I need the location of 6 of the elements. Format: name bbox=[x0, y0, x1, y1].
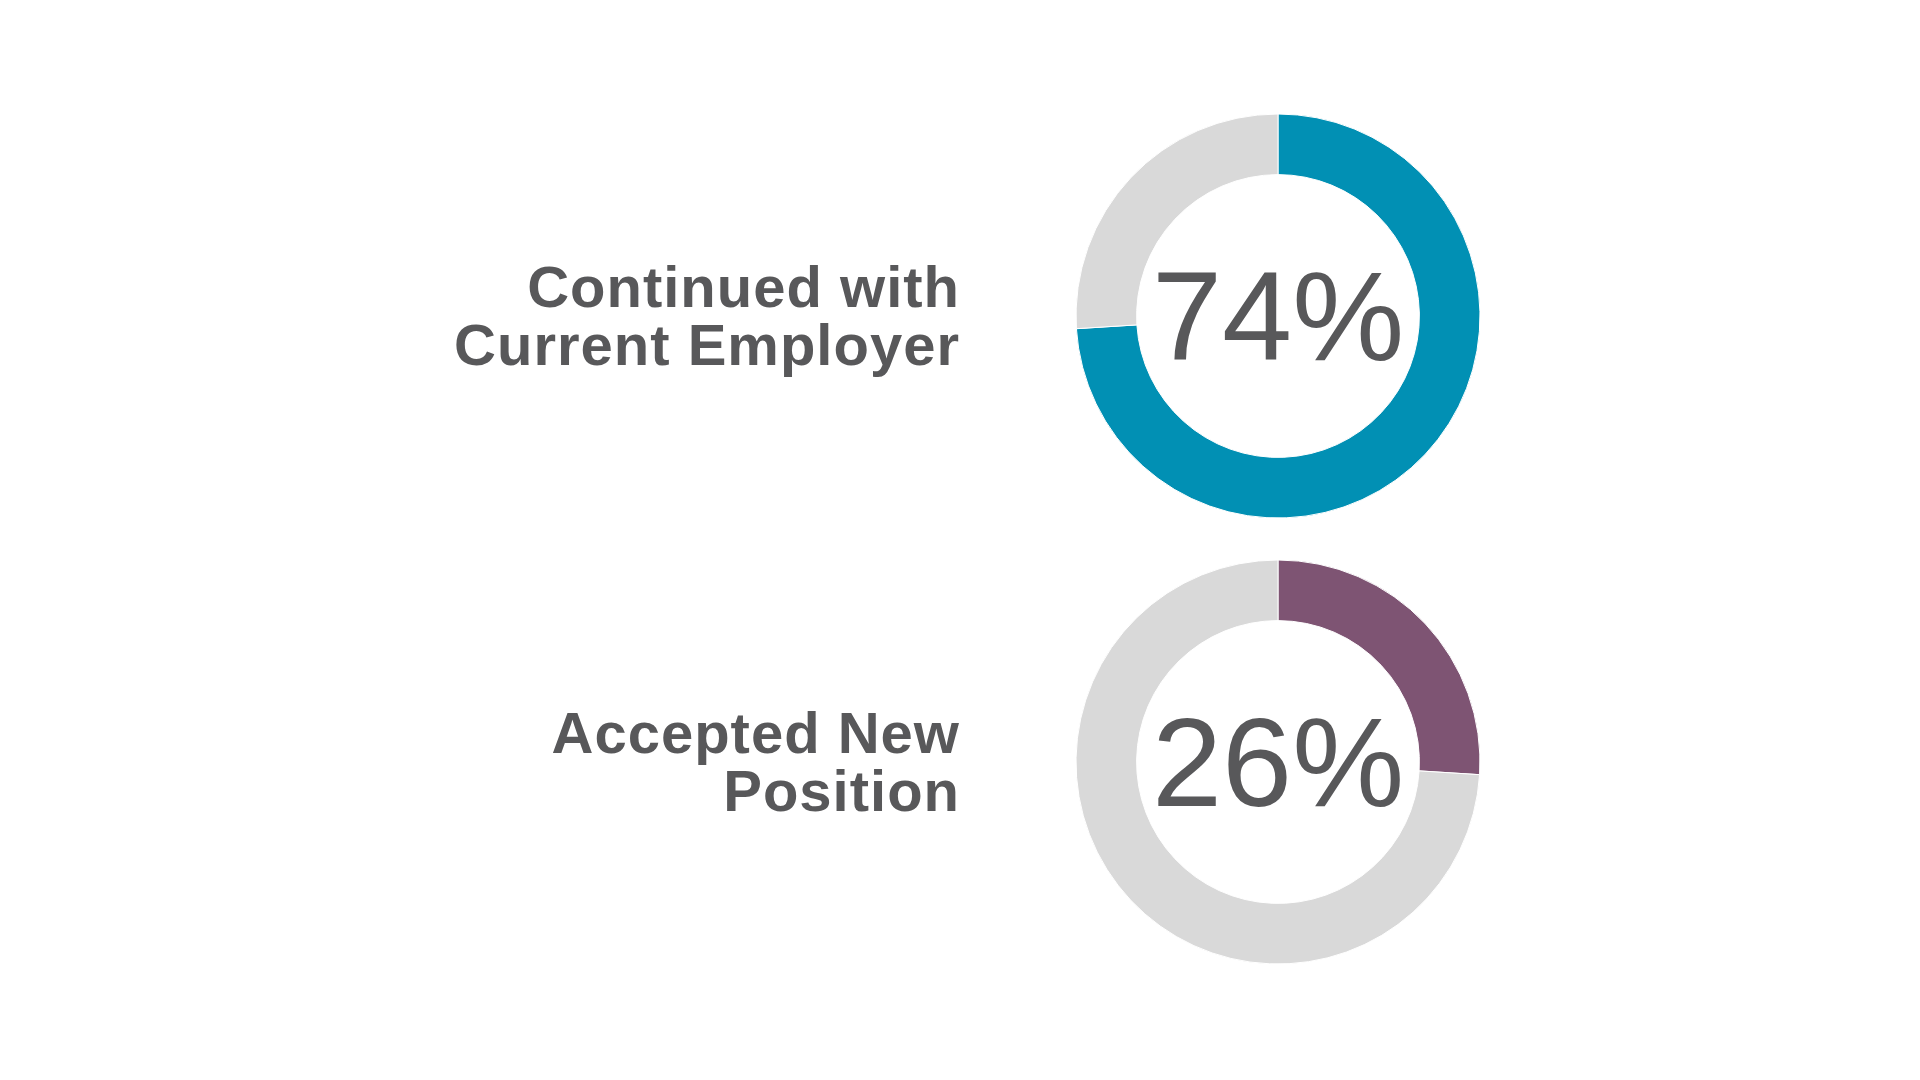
donut-slice bbox=[1076, 560, 1480, 964]
donut-slice bbox=[1076, 114, 1480, 518]
text: 74% bbox=[1152, 246, 1405, 387]
text: Continued with Current Employer bbox=[453, 254, 960, 377]
text: Accepted New Position bbox=[550, 700, 960, 823]
text: 26% bbox=[1152, 692, 1405, 833]
